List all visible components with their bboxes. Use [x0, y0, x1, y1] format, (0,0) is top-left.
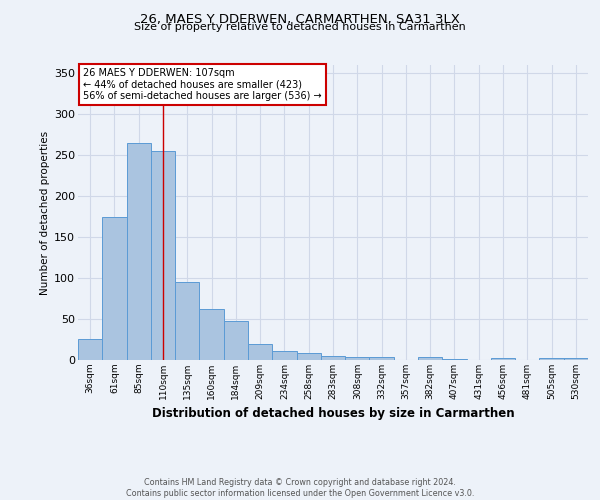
Bar [491, 358, 515, 360]
Bar [370, 356, 394, 360]
Y-axis label: Number of detached properties: Number of detached properties [40, 130, 50, 294]
Bar [78, 338, 102, 360]
Bar [127, 143, 151, 360]
Bar [224, 322, 248, 360]
Text: 26, MAES Y DDERWEN, CARMARTHEN, SA31 3LX: 26, MAES Y DDERWEN, CARMARTHEN, SA31 3LX [140, 12, 460, 26]
Bar [272, 351, 296, 360]
Bar [102, 216, 127, 360]
Bar [151, 151, 175, 360]
Bar [442, 359, 467, 360]
Bar [175, 282, 199, 360]
Text: Contains HM Land Registry data © Crown copyright and database right 2024.
Contai: Contains HM Land Registry data © Crown c… [126, 478, 474, 498]
Bar [539, 358, 564, 360]
Bar [248, 344, 272, 360]
Bar [564, 358, 588, 360]
Bar [199, 309, 224, 360]
Bar [321, 356, 345, 360]
Text: 26 MAES Y DDERWEN: 107sqm
← 44% of detached houses are smaller (423)
56% of semi: 26 MAES Y DDERWEN: 107sqm ← 44% of detac… [83, 68, 322, 101]
Text: Size of property relative to detached houses in Carmarthen: Size of property relative to detached ho… [134, 22, 466, 32]
Bar [296, 352, 321, 360]
Bar [418, 356, 442, 360]
Bar [345, 356, 370, 360]
X-axis label: Distribution of detached houses by size in Carmarthen: Distribution of detached houses by size … [152, 408, 514, 420]
